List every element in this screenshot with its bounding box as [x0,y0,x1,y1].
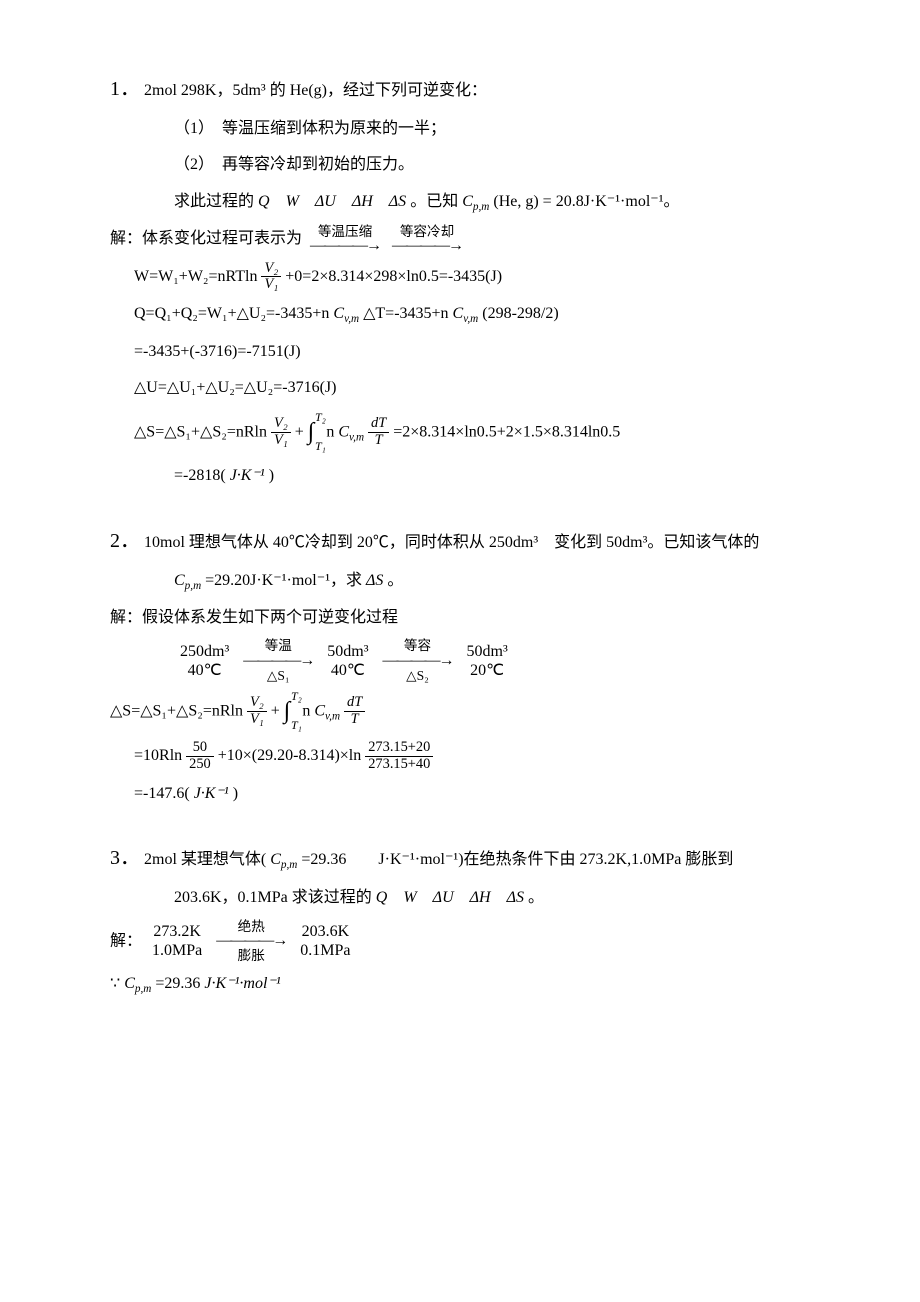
p1-number: 1． [110,78,140,100]
problem-1: 1． 2mol 298K，5dm³ 的 He(g)，经过下列可逆变化： （1） … [110,70,810,492]
state-3: 50dm³ 20℃ [467,642,508,680]
state-1: 250dm³ 40℃ [180,642,229,680]
arrow-isothermal: 等温 ————→ △S₁ [243,639,313,682]
fraction-v2v1: V₂ V₁ [261,261,281,294]
p1-ds-result: =-2818( J·K⁻¹ ) [174,461,810,491]
p1-du-line: △U=△U₁+△U₂=△U₂=-3716(J) [134,373,810,403]
p2-number: 2． [110,530,140,552]
state-2: 50dm³ 40℃ [327,642,368,680]
p2-calc: =10Rln 50 250 +10×(29.20-8.314)×ln 273.1… [134,740,810,773]
integral-icon: ∫ T₂ T₁ [284,689,291,735]
p2-stem: 2． 10mol 理想气体从 40℃冷却到 20℃，同时体积从 250dm³ 变… [110,522,810,560]
p3-because: ∵ Cp,m =29.36 J·K⁻¹·mol⁻¹ [110,969,810,1000]
p1-q-line: Q=Q₁+Q₂=W₁+△U₂=-3435+n Cv,m △T=-3435+n C… [134,299,810,330]
problem-3: 3． 2mol 某理想气体( Cp,m =29.36 J·K⁻¹·mol⁻¹)在… [110,839,810,1000]
state-final: 203.6K 0.1MPa [300,922,350,960]
p2-result: =-147.6( J·K⁻¹ ) [134,779,810,809]
p3-solution: 解： 273.2K 1.0MPa 绝热 ————→ 膨胀 203.6K 0.1M… [110,920,810,963]
p1-stem-text: 2mol 298K，5dm³ 的 He(g)，经过下列可逆变化： [144,82,487,99]
arrow-adiabatic: 绝热 ————→ 膨胀 [216,920,286,963]
p1-step1: （1） 等温压缩到体积为原来的一半； [174,114,810,144]
problem-2: 2． 10mol 理想气体从 40℃冷却到 20℃，同时体积从 250dm³ 变… [110,522,810,810]
arrow-isochoric: 等容冷却 ————→ [392,225,462,255]
p1-ask: 求此过程的 Q W ΔU ΔH ΔS 。已知 Cp,m (He, g) = 20… [174,187,810,218]
p1-w-line: W=W₁+W₂=nRTln V₂ V₁ +0=2×8.314×298×ln0.5… [134,261,810,294]
arrow-isothermal: 等温压缩 ————→ [310,225,380,255]
p3-number: 3． [110,847,140,869]
state-initial: 273.2K 1.0MPa [152,922,202,960]
p2-process-diagram: 250dm³ 40℃ 等温 ————→ △S₁ 50dm³ 40℃ 等容 ———… [174,639,810,682]
p2-solution-label: 解：假设体系发生如下两个可逆变化过程 [110,603,810,633]
p1-q-result: =-3435+(-3716)=-7151(J) [134,337,810,367]
arrow-isochoric: 等容 ————→ △S₂ [383,639,453,682]
integral-icon: ∫ T₂ T₁ [308,410,315,456]
p3-stem-cont: 203.6K，0.1MPa 求该过程的 Q W ΔU ΔH ΔS 。 [174,883,810,913]
p1-step2: （2） 再等容冷却到初始的压力。 [174,150,810,180]
p2-cpm: Cp,m =29.20J·K⁻¹·mol⁻¹，求 ΔS 。 [174,566,810,597]
p1-ds-line: △S=△S₁+△S₂=nRln V₂ V₁ + ∫ T₂ T₁ n Cv,m d… [134,410,810,456]
p1-stem: 1． 2mol 298K，5dm³ 的 He(g)，经过下列可逆变化： [110,70,810,108]
p3-stem: 3． 2mol 某理想气体( Cp,m =29.36 J·K⁻¹·mol⁻¹)在… [110,839,810,877]
p2-ds-formula: △S=△S₁+△S₂=nRln V₂ V₁ + ∫ T₂ T₁ n Cv,m d… [110,689,810,735]
p1-solution-label: 解：体系变化过程可表示为 等温压缩 ————→ 等容冷却 ————→ [110,224,810,254]
